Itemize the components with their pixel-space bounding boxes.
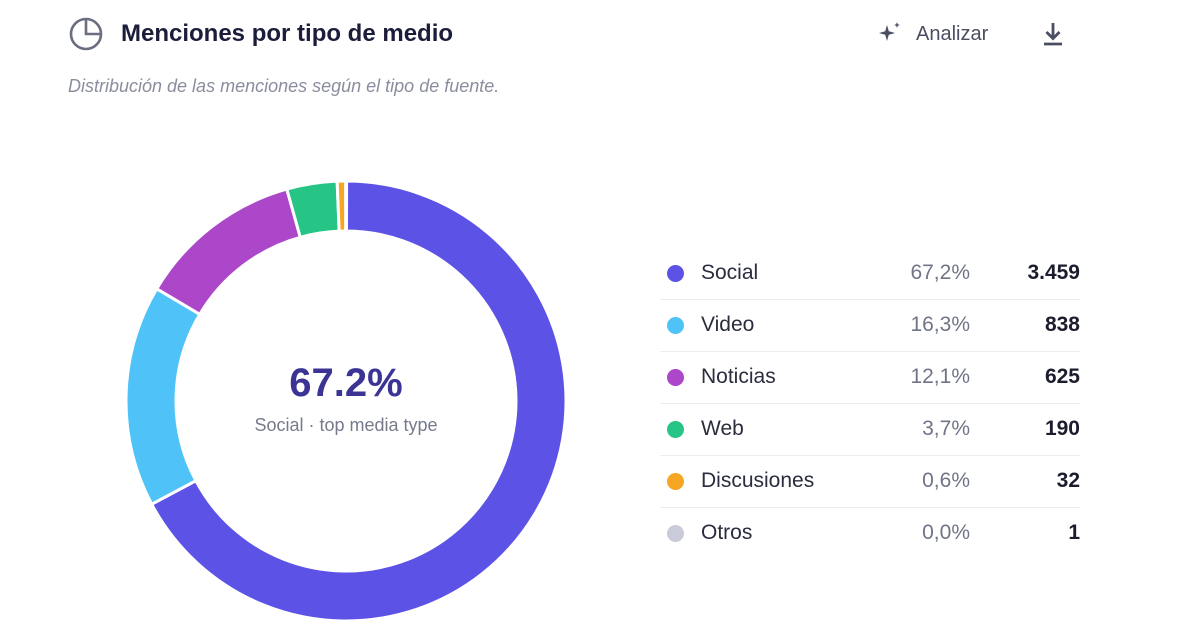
donut-svg xyxy=(124,179,568,623)
analyze-button[interactable]: Analizar xyxy=(876,18,988,50)
legend-row-noticias[interactable]: Noticias 12,1% 625 xyxy=(660,352,1080,404)
legend-name: Otros xyxy=(701,521,753,544)
legend-count: 625 xyxy=(1044,365,1080,388)
legend-percentage: 0,6% xyxy=(922,469,970,492)
legend-name: Noticias xyxy=(701,365,776,388)
center-label: Social · top media type xyxy=(254,415,438,435)
sparkle-icon xyxy=(879,22,900,41)
legend-name: Discusiones xyxy=(701,469,815,492)
legend-percentage: 12,1% xyxy=(910,365,970,388)
chart-subtitle: Distribución de las menciones según el t… xyxy=(68,76,500,96)
legend-count: 3.459 xyxy=(1027,261,1080,284)
legend-count: 1 xyxy=(1068,521,1080,544)
legend-percentage: 16,3% xyxy=(910,313,970,336)
chart-title: Menciones por tipo de medio xyxy=(121,20,454,47)
donut-slice-otros[interactable] xyxy=(344,179,349,233)
legend-dot xyxy=(667,369,684,386)
legend-name: Video xyxy=(701,313,755,336)
donut-slice-social[interactable] xyxy=(149,179,568,623)
legend-percentage: 0,0% xyxy=(922,521,970,544)
legend: Social 67,2% 3.459 Video 16,3% 838 Notic… xyxy=(660,248,1080,560)
legend-name: Social xyxy=(701,261,759,284)
pie-chart-icon xyxy=(69,17,103,51)
legend-dot xyxy=(667,525,684,542)
legend-row-social[interactable]: Social 67,2% 3.459 xyxy=(660,248,1080,300)
legend-name: Web xyxy=(701,417,744,440)
donut-chart: 67.2% Social · top media type xyxy=(120,175,572,627)
legend-row-discusiones[interactable]: Discusiones 0,6% 32 xyxy=(660,456,1080,508)
legend-dot xyxy=(667,265,684,282)
legend-dot xyxy=(667,421,684,438)
legend-dot xyxy=(667,473,684,490)
legend-row-video[interactable]: Video 16,3% 838 xyxy=(660,300,1080,352)
legend-dot xyxy=(667,317,684,334)
legend-percentage: 3,7% xyxy=(922,417,970,440)
download-icon[interactable] xyxy=(1038,18,1068,50)
legend-count: 838 xyxy=(1044,313,1080,336)
legend-count: 190 xyxy=(1044,417,1080,440)
donut-slice-noticias[interactable] xyxy=(154,187,303,317)
center-value: 67.2% xyxy=(289,361,403,405)
legend-percentage: 67,2% xyxy=(910,261,970,284)
chart-header: Menciones por tipo de medio Analizar xyxy=(68,14,1088,54)
legend-row-otros[interactable]: Otros 0,0% 1 xyxy=(660,508,1080,560)
analyze-label: Analizar xyxy=(916,22,989,45)
legend-count: 32 xyxy=(1056,469,1080,492)
legend-row-web[interactable]: Web 3,7% 190 xyxy=(660,404,1080,456)
